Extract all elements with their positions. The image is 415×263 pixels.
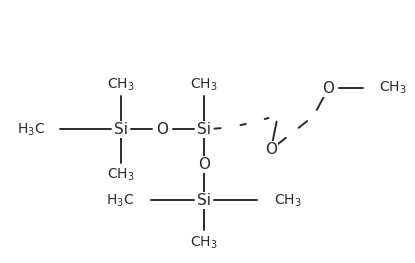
Text: CH$_3$: CH$_3$	[379, 80, 407, 97]
Text: H$_3$C: H$_3$C	[106, 192, 134, 209]
Text: O: O	[198, 157, 210, 172]
Text: H$_3$C: H$_3$C	[17, 121, 45, 138]
Text: O: O	[265, 142, 277, 157]
Text: Si: Si	[197, 193, 211, 208]
Text: Si: Si	[197, 122, 211, 137]
Text: O: O	[156, 122, 168, 137]
Text: CH$_3$: CH$_3$	[107, 76, 135, 93]
Text: O: O	[322, 81, 334, 96]
Text: CH$_3$: CH$_3$	[190, 76, 218, 93]
Text: CH$_3$: CH$_3$	[107, 166, 135, 183]
Text: CH$_3$: CH$_3$	[273, 192, 301, 209]
Text: Si: Si	[114, 122, 128, 137]
Text: CH$_3$: CH$_3$	[190, 235, 218, 251]
